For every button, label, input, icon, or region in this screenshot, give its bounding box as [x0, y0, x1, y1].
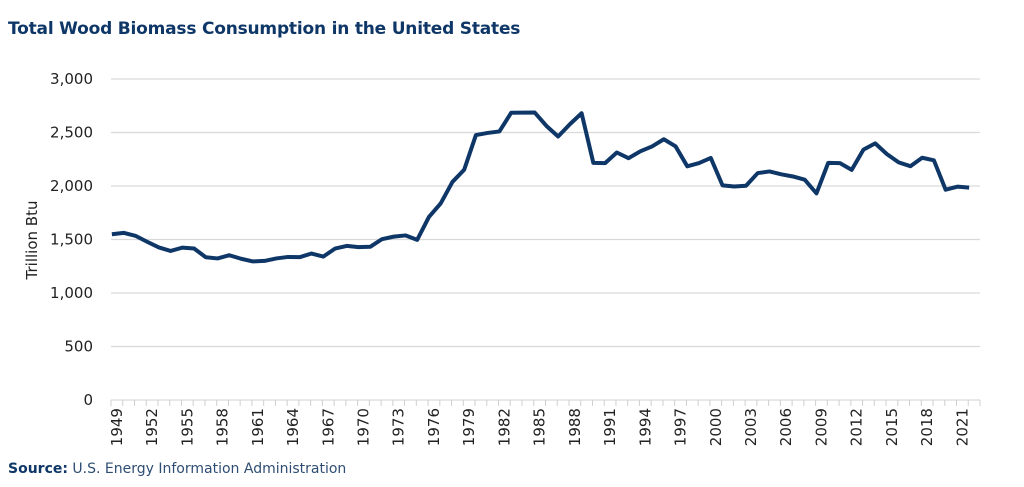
y-tick-label: 0: [83, 391, 93, 409]
x-tick-label: 1997: [672, 408, 690, 446]
source-label: Source:: [8, 461, 68, 477]
x-tick-label: 2009: [812, 408, 830, 446]
x-tick-label: 2000: [707, 408, 725, 446]
x-tick-label: 1973: [390, 408, 408, 446]
x-tick-label: 1976: [425, 408, 443, 446]
x-tick-label: 1982: [495, 408, 513, 446]
x-tick-label: 2012: [848, 408, 866, 446]
x-tick-label: 2015: [883, 408, 901, 446]
y-tick-label: 1,500: [50, 231, 93, 249]
y-tick-label: 1,000: [50, 284, 93, 302]
series-line: [111, 110, 970, 264]
x-tick-label: 1955: [178, 408, 196, 446]
chart-title: Total Wood Biomass Consumption in the Un…: [8, 19, 521, 39]
x-tick-label: 2018: [918, 408, 936, 446]
x-tick-label: 2003: [742, 408, 760, 446]
x-tick-label: 1961: [249, 408, 267, 446]
x-tick-label: 1949: [108, 408, 126, 446]
y-tick-label: 2,000: [50, 177, 93, 195]
x-tick-label: 2006: [777, 408, 795, 446]
y-tick-label: 2,500: [50, 124, 93, 142]
x-tick-label: 1964: [284, 408, 302, 446]
x-tick-label: 1970: [354, 408, 372, 446]
x-tick-label: 1967: [319, 408, 337, 446]
x-tick-label: 1985: [531, 408, 549, 446]
x-tick-label: 1988: [566, 408, 584, 446]
y-axis-label: Trillion Btu: [23, 201, 41, 281]
x-tick-label: 1979: [460, 408, 478, 446]
source-note: Source: U.S. Energy Information Administ…: [8, 461, 346, 477]
y-tick-label: 500: [64, 338, 93, 356]
y-tick-label: 3,000: [50, 70, 93, 88]
x-tick-label: 1952: [143, 408, 161, 446]
x-tick-label: 1958: [214, 408, 232, 446]
x-tick-label: 2021: [953, 408, 971, 446]
x-tick-label: 1991: [601, 408, 619, 446]
x-tick-label: 1994: [636, 408, 654, 446]
source-text: U.S. Energy Information Administration: [72, 461, 347, 477]
